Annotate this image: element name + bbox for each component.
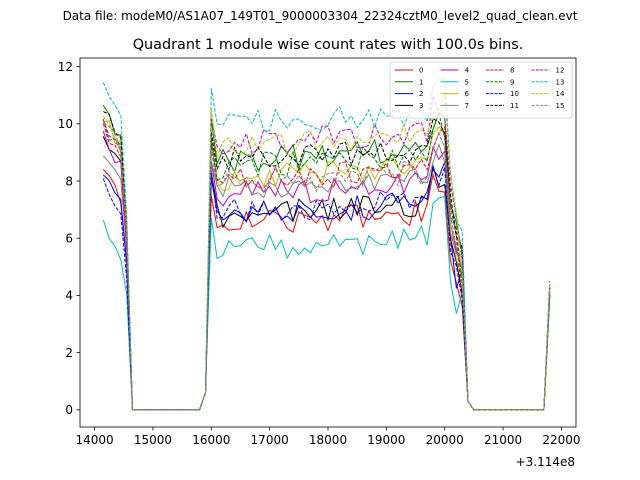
legend-label-12: 12 (556, 67, 565, 75)
legend-label-6: 6 (465, 90, 470, 98)
legend-label-7: 7 (465, 102, 469, 110)
y-tick-label: 6 (65, 232, 73, 246)
y-tick-label: 12 (58, 60, 73, 74)
y-tick-label: 0 (65, 403, 73, 417)
chart-title: Quadrant 1 module wise count rates with … (133, 37, 524, 53)
legend-label-8: 8 (510, 67, 514, 75)
x-tick-label: 19000 (367, 433, 405, 447)
x-offset-label: +3.114e8 (516, 455, 575, 469)
x-tick-label: 20000 (426, 433, 464, 447)
legend-label-14: 14 (556, 90, 565, 98)
legend-label-11: 11 (510, 102, 519, 110)
legend-label-3: 3 (419, 102, 423, 110)
legend-label-2: 2 (419, 90, 423, 98)
axes: 14000 15000 16000 17000 18000 19000 20000 21000… (58, 57, 581, 447)
y-tick-label: 8 (65, 174, 73, 188)
legend-label-15: 15 (556, 102, 565, 110)
chart-suptitle: Data file: modeM0/AS1A07_149T01_90000033… (63, 9, 578, 23)
legend-label-1: 1 (419, 78, 423, 86)
y-tick-label: 4 (65, 289, 73, 303)
x-tick-label: 18000 (309, 433, 347, 447)
x-tick-label: 21000 (484, 433, 522, 447)
legend-label-0: 0 (419, 67, 423, 75)
legend-label-4: 4 (465, 67, 470, 75)
legend-label-9: 9 (510, 78, 514, 86)
legend-box (389, 61, 573, 119)
legend-label-5: 5 (465, 78, 469, 86)
y-tick-label: 2 (65, 346, 73, 360)
x-tick-label: 22000 (542, 433, 580, 447)
series-line-15 (103, 122, 551, 411)
x-tick-label: 15000 (134, 433, 172, 447)
y-tick-label: 10 (58, 117, 73, 131)
legend-label-13: 13 (556, 78, 565, 86)
x-tick-label: 16000 (192, 433, 230, 447)
x-tick-label: 14000 (75, 433, 113, 447)
legend-label-10: 10 (510, 90, 519, 98)
series-lines (102, 77, 551, 411)
x-tick-label: 17000 (251, 433, 289, 447)
plot-area (102, 77, 551, 411)
